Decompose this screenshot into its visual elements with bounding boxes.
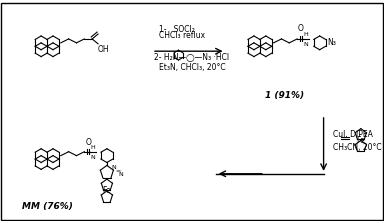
Text: N: N — [91, 155, 96, 160]
Text: =: = — [116, 169, 121, 174]
Text: N: N — [119, 172, 123, 177]
Text: O: O — [298, 24, 304, 33]
Text: 2- H₂N—◯—N₃ ·HCl: 2- H₂N—◯—N₃ ·HCl — [154, 53, 229, 62]
Text: Et₃N, CHCl₃, 20°C: Et₃N, CHCl₃, 20°C — [159, 63, 225, 72]
Text: CuI, DIPEA: CuI, DIPEA — [334, 130, 373, 139]
Text: Fe: Fe — [103, 186, 111, 195]
Text: CHCl₃ reflux: CHCl₃ reflux — [159, 31, 205, 40]
Text: MM (76%): MM (76%) — [22, 202, 73, 211]
Text: H: H — [91, 145, 96, 150]
Text: N₃: N₃ — [328, 38, 336, 47]
Text: N: N — [303, 42, 309, 47]
Text: 1 (91%): 1 (91%) — [265, 91, 304, 100]
Text: 1-   SOCl₂: 1- SOCl₂ — [159, 25, 195, 33]
Text: CH₃CN, 20°C: CH₃CN, 20°C — [334, 143, 382, 152]
Text: N: N — [112, 165, 116, 170]
Text: O: O — [85, 138, 91, 147]
Text: Fe: Fe — [357, 136, 365, 145]
Text: H: H — [303, 32, 309, 37]
Text: OH: OH — [98, 45, 110, 54]
